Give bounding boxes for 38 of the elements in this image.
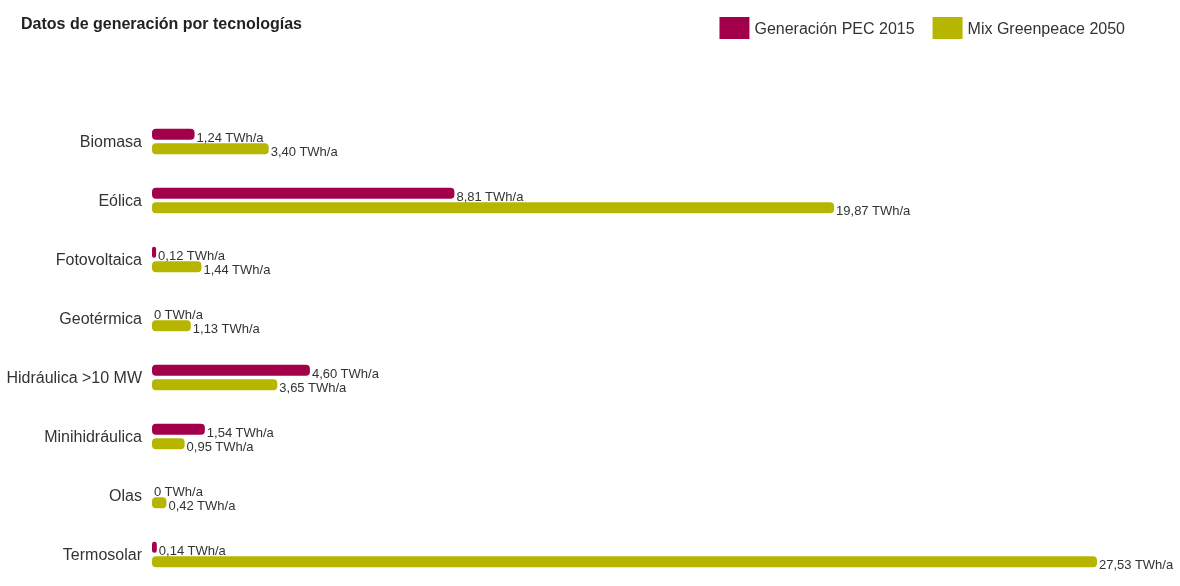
y-tick-label: Minihidráulica <box>44 428 143 445</box>
data-label: 27,53 TWh/a <box>1099 557 1174 573</box>
data-label: 3,65 TWh/a <box>279 380 348 396</box>
y-tick-label: Hidráulica >10 MW <box>6 369 143 386</box>
bar <box>152 379 278 391</box>
y-tick-label: Olas <box>109 487 142 504</box>
data-label: 1,13 TWh/a <box>192 321 261 337</box>
y-tick-label: Termosolar <box>62 546 143 563</box>
data-label: 8,81 TWh/a <box>456 188 525 204</box>
bar <box>152 438 185 450</box>
data-label: 1,24 TWh/a <box>196 129 265 145</box>
legend-label: Mix Greenpeace 2050 <box>967 19 1126 37</box>
data-label: 0 TWh/a <box>154 483 204 499</box>
data-label: 0 TWh/a <box>154 306 204 322</box>
data-label: 1,44 TWh/a <box>203 262 272 278</box>
bar <box>152 143 269 155</box>
data-label: 4,60 TWh/a <box>311 365 380 381</box>
chart-title: Datos de generación por tecnologías <box>21 14 303 32</box>
bar <box>152 364 310 376</box>
data-label: 0,12 TWh/a <box>158 247 226 263</box>
legend-label: Generación PEC 2015 <box>754 19 915 37</box>
data-label: 19,87 TWh/a <box>836 203 912 219</box>
y-tick-label: Fotovoltaica <box>55 251 143 268</box>
y-tick-label: Geotérmica <box>59 310 143 327</box>
data-label: 1,54 TWh/a <box>206 424 275 440</box>
y-tick-label: Biomasa <box>79 133 143 150</box>
bar <box>152 320 191 332</box>
bar <box>152 261 202 273</box>
bar <box>152 187 455 199</box>
data-label: 0,95 TWh/a <box>186 439 255 455</box>
data-label: 0,42 TWh/a <box>168 498 237 514</box>
data-label: 0,14 TWh/a <box>158 542 227 558</box>
bar <box>152 202 835 214</box>
bar <box>152 556 1097 568</box>
bar <box>152 128 195 140</box>
data-label: 3,40 TWh/a <box>270 144 339 160</box>
bar <box>152 423 205 435</box>
y-tick-label: Eólica <box>98 192 143 209</box>
